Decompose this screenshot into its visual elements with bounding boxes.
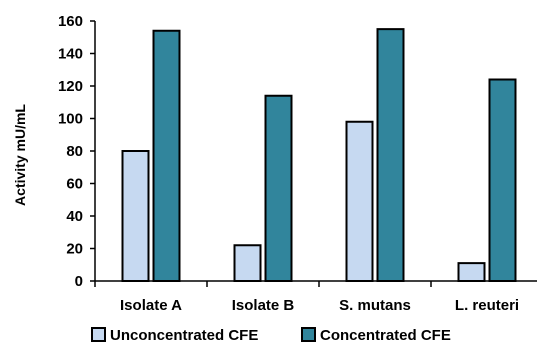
y-axis-title: Activity mU/mL xyxy=(12,104,28,206)
x-tick-label: Isolate A xyxy=(120,297,182,314)
legend-swatch xyxy=(91,327,106,342)
y-tick-label: 20 xyxy=(66,241,83,258)
bar-unconcentrated xyxy=(121,150,150,282)
bar-concentrated xyxy=(264,94,293,282)
legend-label: Concentrated CFE xyxy=(320,327,451,344)
y-tick-label: 40 xyxy=(66,208,83,225)
x-tick-label: Isolate B xyxy=(232,297,295,314)
bar-concentrated xyxy=(152,29,181,282)
y-tick-label: 60 xyxy=(66,176,83,193)
x-axis-ticks: Isolate A Isolate B S. mutans L. reuteri xyxy=(94,281,519,314)
bar-concentrated xyxy=(376,28,405,282)
y-tick-label: 120 xyxy=(58,78,83,95)
bar-unconcentrated xyxy=(233,244,262,282)
x-tick-label: L. reuteri xyxy=(455,297,519,314)
x-tick-label: S. mutans xyxy=(339,297,411,314)
y-tick-label: 100 xyxy=(58,111,83,128)
legend: Unconcentrated CFE Concentrated CFE xyxy=(91,327,451,344)
bar-unconcentrated xyxy=(345,120,374,282)
y-tick-label: 80 xyxy=(66,143,83,160)
bar-unconcentrated xyxy=(457,262,486,282)
bar-concentrated xyxy=(488,78,517,282)
legend-swatch xyxy=(301,327,316,342)
y-tick-label: 140 xyxy=(58,46,83,63)
bars-group xyxy=(121,28,517,282)
y-tick-label: 0 xyxy=(75,273,83,290)
y-axis-ticks: 0 20 40 60 80 100 120 140 160 xyxy=(58,13,95,290)
y-tick-label: 160 xyxy=(58,13,83,30)
legend-label: Unconcentrated CFE xyxy=(110,327,258,344)
